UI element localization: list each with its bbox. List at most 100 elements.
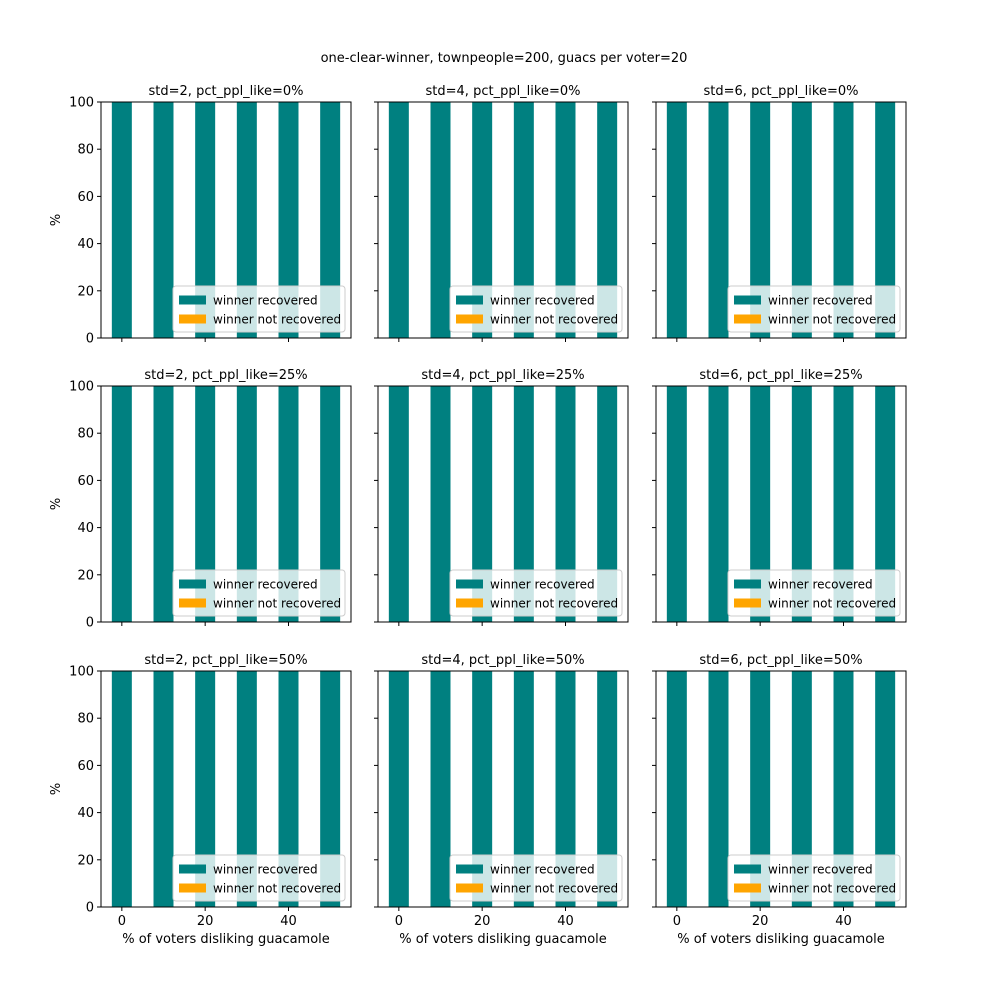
- bar-winner-recovered: [750, 386, 771, 622]
- bar-winner-recovered: [666, 386, 687, 622]
- bar-winner-recovered: [153, 386, 174, 622]
- y-tick-label: 0: [86, 332, 94, 347]
- legend-label: winner recovered: [213, 578, 318, 592]
- bar-winner-recovered: [708, 386, 729, 622]
- bar-winner-recovered: [388, 386, 409, 622]
- y-tick-label: 100: [69, 665, 94, 680]
- x-tick-label: 20: [752, 914, 769, 929]
- bar-winner-recovered: [708, 671, 729, 907]
- bar-winner-recovered: [597, 671, 618, 907]
- subplot-panel: std=6, pct_ppl_like=0%winner recoveredwi…: [652, 84, 907, 342]
- legend-swatch-not-recovered: [456, 314, 483, 324]
- bar-winner-recovered: [791, 102, 812, 338]
- legend-swatch-not-recovered: [734, 598, 761, 608]
- subplot-panel: std=6, pct_ppl_like=25%winner recoveredw…: [652, 368, 907, 626]
- axes-frame: [655, 385, 907, 623]
- legend-swatch-not-recovered: [734, 883, 761, 893]
- bar-winner-recovered: [236, 671, 257, 907]
- legend-swatch-not-recovered: [179, 314, 206, 324]
- legend-swatch-recovered: [179, 579, 206, 589]
- y-tick-label: 60: [77, 474, 94, 489]
- y-tick-label: 80: [77, 712, 94, 727]
- legend-swatch-not-recovered: [456, 598, 483, 608]
- y-tick-label: 100: [69, 96, 94, 111]
- subplot-panel: 0 20 40 std=4, pct_ppl_like=50% % of voters …: [374, 653, 629, 947]
- legend-swatch-not-recovered: [179, 598, 206, 608]
- y-tick-label: 40: [77, 806, 94, 821]
- x-axis-label: % of voters disliking guacamole: [677, 932, 885, 947]
- y-tick-label: 60: [77, 759, 94, 774]
- bar-winner-recovered: [833, 102, 854, 338]
- legend-box: [727, 854, 901, 902]
- axes-frame: [655, 670, 907, 908]
- bar-winner-recovered: [666, 102, 687, 338]
- bar-winner-recovered: [875, 102, 896, 338]
- y-tick-label: 20: [77, 853, 94, 868]
- legend-label: winner recovered: [768, 578, 873, 592]
- bar-winner-recovered: [833, 386, 854, 622]
- legend-box: [449, 569, 623, 617]
- legend-swatch-recovered: [179, 295, 206, 305]
- y-tick-label: 80: [77, 143, 94, 158]
- legend-swatch-recovered: [734, 295, 761, 305]
- subplot-title: std=2, pct_ppl_like=25%: [144, 368, 307, 383]
- subplot-panel: 0 20 40 60 80 100 std=2, pct_ppl_like=25%% winn…: [49, 368, 352, 631]
- legend-label: winner recovered: [490, 294, 595, 308]
- subplot-panel: 0 20 40 60 80 100 0 20 40 std=2, pct_ppl_like=50%…: [49, 653, 352, 947]
- bar-winner-recovered: [278, 671, 299, 907]
- figure-title: one-clear-winner, townpeople=200, guacs …: [321, 51, 688, 66]
- bar-winner-recovered: [555, 671, 576, 907]
- y-tick-label: 80: [77, 427, 94, 442]
- legend-label: winner recovered: [490, 863, 595, 877]
- subplot-title: std=6, pct_ppl_like=0%: [704, 84, 859, 99]
- subplot-grid: 0 20 40 60 80 100 std=2, pct_ppl_like=0%% winne…: [49, 84, 907, 947]
- axes-frame: [377, 670, 629, 908]
- legend-label: winner recovered: [213, 863, 318, 877]
- legend: winner recovered winner not recovered: [449, 854, 623, 902]
- x-tick-label: 40: [280, 914, 297, 929]
- bar-winner-recovered: [597, 386, 618, 622]
- subplot-title: std=2, pct_ppl_like=50%: [144, 653, 307, 668]
- bar-winner-recovered: [430, 102, 451, 338]
- legend: winner recovered winner not recovered: [172, 569, 346, 617]
- y-tick-label: 60: [77, 190, 94, 205]
- legend: winner recovered winner not recovered: [172, 854, 346, 902]
- legend-label: winner recovered: [490, 578, 595, 592]
- x-tick-label: 0: [395, 914, 403, 929]
- legend-box: [172, 285, 346, 333]
- bar-winner-recovered: [472, 102, 493, 338]
- subplot-title: std=4, pct_ppl_like=0%: [426, 84, 581, 99]
- x-axis-label: % of voters disliking guacamole: [122, 932, 330, 947]
- bar-winner-recovered: [195, 386, 216, 622]
- legend-label: winner not recovered: [768, 313, 896, 327]
- legend-box: [727, 569, 901, 617]
- bar-winner-recovered: [750, 102, 771, 338]
- bar-winner-recovered: [666, 671, 687, 907]
- legend-label: winner not recovered: [213, 313, 341, 327]
- y-tick-label: 0: [86, 616, 94, 631]
- legend-swatch-not-recovered: [179, 883, 206, 893]
- subplot-title: std=6, pct_ppl_like=50%: [699, 653, 862, 668]
- bar-winner-recovered: [791, 386, 812, 622]
- legend: winner recovered winner not recovered: [727, 854, 901, 902]
- legend-swatch-not-recovered: [734, 314, 761, 324]
- subplot-panel: std=4, pct_ppl_like=25%winner recoveredw…: [374, 368, 629, 626]
- y-tick-label: 40: [77, 521, 94, 536]
- subplot-panel: 0 20 40 std=6, pct_ppl_like=50% % of voters …: [652, 653, 907, 947]
- legend: winner recovered winner not recovered: [449, 569, 623, 617]
- bar-winner-recovered: [236, 102, 257, 338]
- legend: winner recovered winner not recovered: [172, 285, 346, 333]
- bar-winner-recovered: [195, 102, 216, 338]
- legend-label: winner not recovered: [490, 597, 618, 611]
- bar-winner-recovered: [513, 386, 534, 622]
- bar-winner-recovered: [875, 671, 896, 907]
- x-tick-label: 20: [197, 914, 214, 929]
- bar-winner-recovered: [153, 102, 174, 338]
- bar-winner-recovered: [111, 102, 132, 338]
- bar-winner-recovered: [472, 671, 493, 907]
- legend-label: winner not recovered: [213, 882, 341, 896]
- axes-frame: [377, 385, 629, 623]
- subplot-title: std=6, pct_ppl_like=25%: [699, 368, 862, 383]
- bar-winner-recovered: [320, 102, 341, 338]
